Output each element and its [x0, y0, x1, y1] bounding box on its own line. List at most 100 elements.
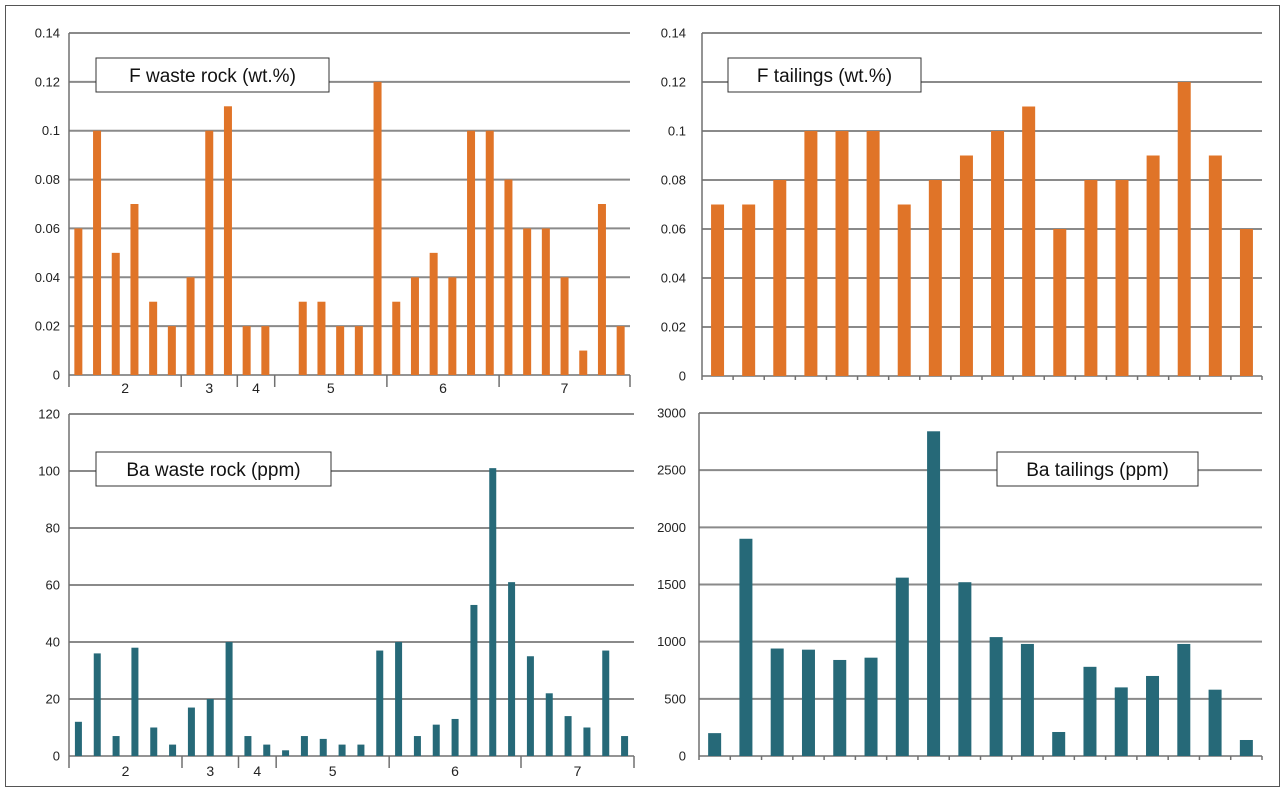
bar [1083, 666, 1097, 756]
y-tick-label: 0 [679, 749, 686, 764]
bar [989, 637, 1003, 756]
y-tick-label: 500 [664, 691, 686, 706]
figure-border [5, 5, 1280, 787]
y-tick-label: 0 [679, 369, 686, 384]
chart-title: F tailings (wt.%) [757, 66, 892, 87]
bar [1146, 675, 1160, 756]
chart-title-box [95, 57, 330, 93]
bar [1115, 180, 1129, 376]
bar [130, 204, 139, 375]
bar [835, 131, 849, 376]
y-tick-label: 1000 [657, 634, 686, 649]
bar [621, 736, 629, 756]
bar [244, 736, 252, 756]
y-tick-label: 40 [46, 635, 60, 650]
bar [167, 326, 176, 375]
bar [523, 228, 532, 375]
y-tick-label: 20 [46, 692, 60, 707]
bar [282, 750, 290, 756]
bar [833, 659, 847, 756]
bar [489, 468, 497, 756]
y-tick-label: 100 [38, 464, 60, 479]
group-label: 7 [561, 380, 569, 396]
bar [1053, 229, 1067, 376]
bar [597, 204, 606, 375]
y-tick-label: 0 [53, 368, 60, 383]
bar [928, 180, 942, 376]
group-label: 5 [327, 380, 335, 396]
bar [225, 642, 233, 756]
bar [336, 326, 345, 375]
bar [169, 744, 177, 756]
y-tick-label: 0.08 [35, 172, 60, 187]
bar [300, 736, 308, 756]
bar [111, 252, 120, 375]
bar [801, 649, 815, 756]
bar [958, 582, 972, 756]
bar [1239, 739, 1253, 756]
bar [263, 744, 271, 756]
bar [1052, 731, 1066, 756]
bar [319, 738, 327, 756]
bar [451, 718, 459, 756]
bar [711, 204, 725, 376]
group-label: 3 [206, 763, 214, 779]
bar [1208, 155, 1222, 376]
y-tick-label: 80 [46, 521, 60, 536]
y-tick-label: 0.14 [661, 26, 686, 41]
bar [467, 130, 476, 375]
y-tick-label: 0.06 [35, 221, 60, 236]
chart-title: F waste rock (wt.%) [129, 66, 296, 87]
bar [804, 131, 818, 376]
bar [564, 716, 572, 756]
bar [504, 179, 513, 375]
bar [338, 744, 346, 756]
bar [526, 656, 534, 756]
bar [413, 736, 421, 756]
panel-ba-waste-rock: 0 20 40 60 80 100 120 2 3 4 5 6 7 Ba waste rock (ppm) [38, 407, 635, 779]
bar [1084, 180, 1098, 376]
bar [508, 582, 516, 756]
bar [149, 301, 158, 375]
bar [742, 204, 756, 376]
bar [485, 130, 494, 375]
y-tick-label: 0.02 [661, 320, 686, 335]
bar [298, 301, 307, 375]
bar [1239, 229, 1253, 376]
y-tick-label: 60 [46, 578, 60, 593]
bar [392, 301, 401, 375]
bar [545, 693, 553, 756]
bar [616, 326, 625, 375]
group-label: 4 [252, 380, 260, 396]
bar [927, 431, 941, 756]
group-label: 2 [121, 380, 129, 396]
group-label: 6 [451, 763, 459, 779]
y-tick-label: 0.14 [35, 26, 60, 41]
chart-title: Ba waste rock (ppm) [126, 460, 300, 481]
bar [864, 657, 878, 756]
group-label: 6 [439, 380, 447, 396]
group-label: 3 [205, 380, 213, 396]
y-tick-label: 0.1 [668, 124, 686, 139]
bar [373, 81, 382, 375]
bar [470, 604, 478, 756]
bar [93, 653, 101, 756]
bar [560, 277, 569, 375]
bar [1177, 82, 1191, 376]
bar [991, 131, 1005, 376]
bar [770, 648, 784, 756]
bar [959, 155, 973, 376]
bar [739, 538, 753, 756]
bar [432, 724, 440, 756]
bar [261, 326, 270, 375]
bar [429, 252, 438, 375]
bar [410, 277, 419, 375]
bar [448, 277, 457, 375]
bar [112, 736, 120, 756]
y-tick-label: 0.02 [35, 319, 60, 334]
chart-title-box [996, 451, 1199, 487]
bar [583, 727, 591, 756]
y-tick-label: 0.1 [42, 123, 60, 138]
panel-f-waste-rock: 0 0.02 0.04 0.06 0.08 0.1 0.12 0.14 2 3 4 5 6 7 F wast… [35, 26, 631, 396]
y-tick-label: 0.12 [661, 75, 686, 90]
